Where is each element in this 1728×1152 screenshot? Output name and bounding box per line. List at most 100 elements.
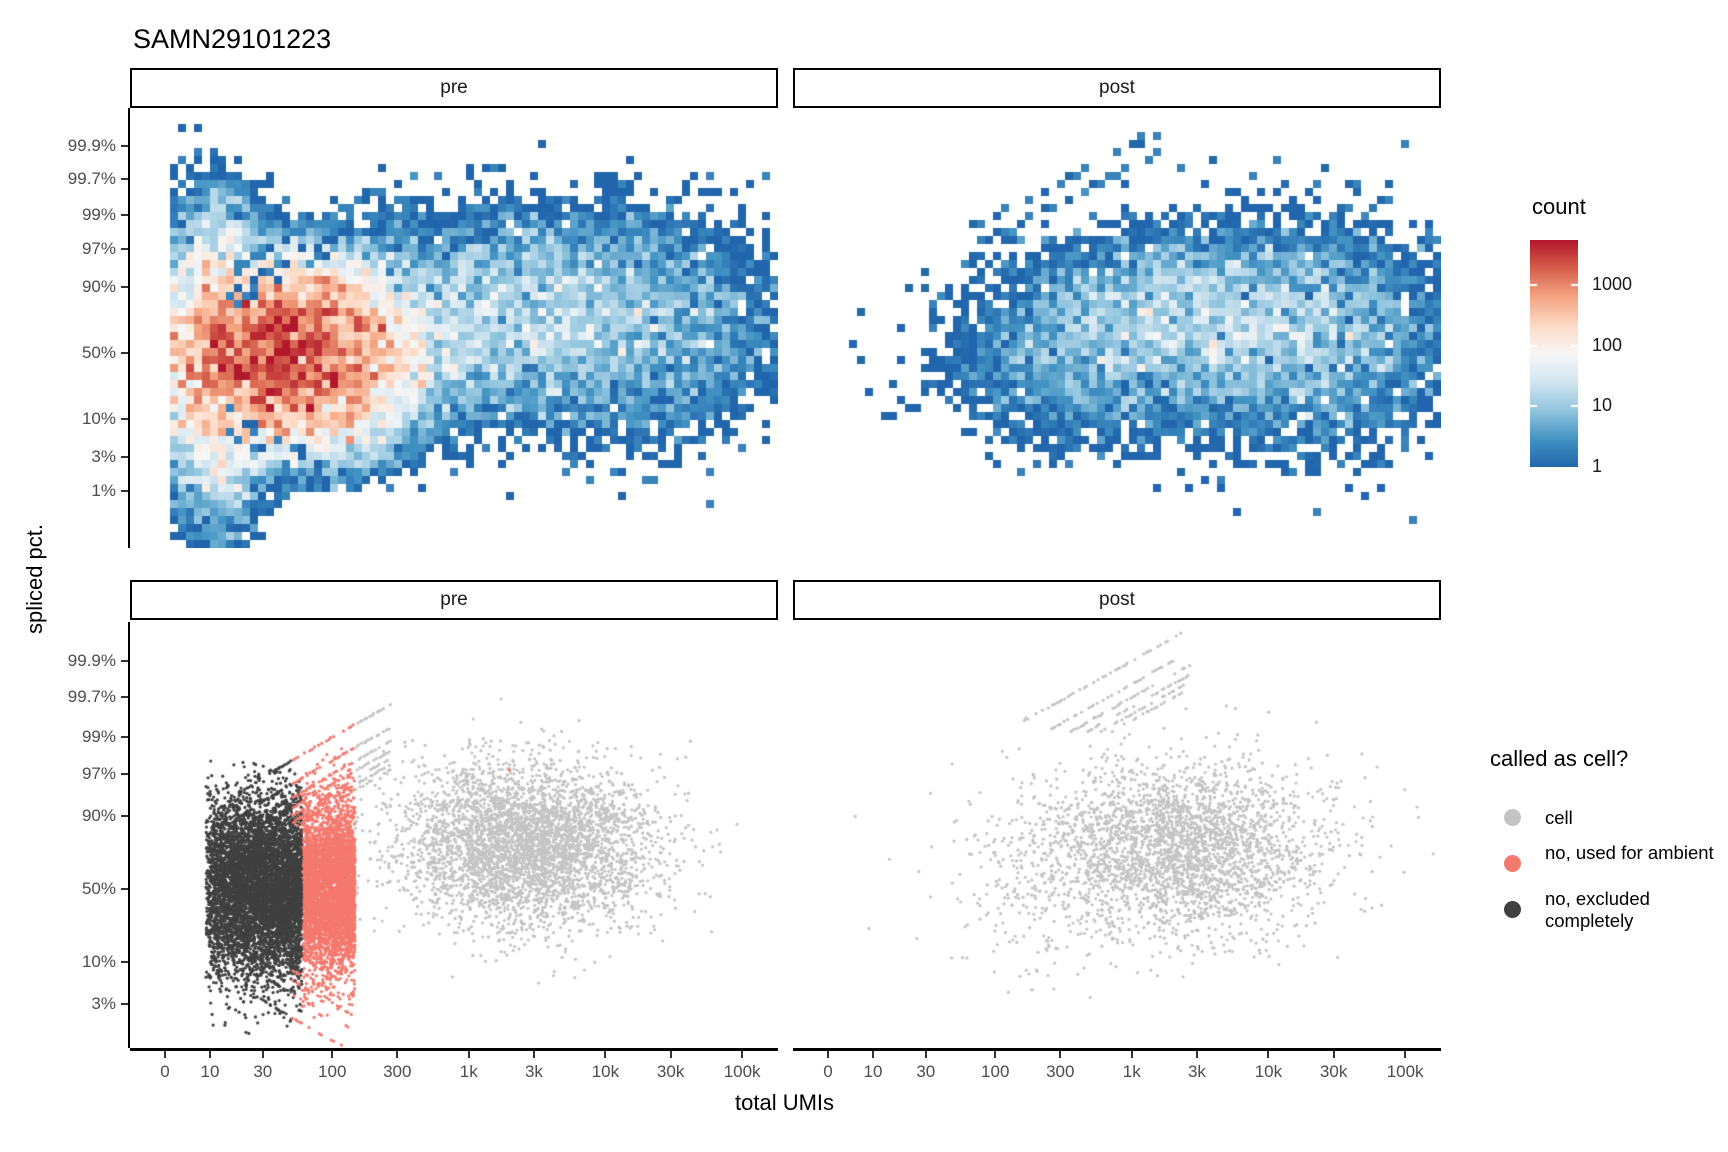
heatmap-panel-pre [130, 108, 778, 548]
y-tick-mark [120, 144, 128, 147]
x-tick-mark [164, 1050, 166, 1058]
scatter-panel-post [793, 622, 1441, 1048]
y-tick-mark [120, 456, 128, 459]
count-colorbar-tick-label: 1000 [1592, 273, 1633, 294]
y-tick-label: 3% [91, 993, 116, 1013]
legend-label-excluded: no, excluded completely [1545, 888, 1650, 931]
x-tick-label: 30k [1319, 1062, 1348, 1081]
y-tick-label: 90% [81, 806, 116, 826]
y-tick-mark [120, 660, 128, 663]
x-axis-line-right-panel [793, 1048, 1441, 1051]
y-tick-label: 3% [91, 447, 116, 467]
x-tick-mark [872, 1050, 875, 1058]
x-tick-mark [994, 1050, 997, 1058]
facet-strip-pre-top: pre [130, 68, 778, 108]
y-tick-mark [120, 352, 128, 354]
x-tick-label: 10 [863, 1062, 883, 1081]
y-tick-mark [120, 247, 128, 250]
y-tick-mark [120, 417, 128, 420]
y-tick-mark [120, 773, 128, 776]
x-tick-label: 0 [160, 1062, 170, 1081]
y-axis-line-bottom-row [127, 622, 130, 1048]
facet-strip-label: post [1099, 77, 1135, 98]
x-axis-title: total UMIs [735, 1090, 835, 1115]
x-tick-label: 1k [1122, 1062, 1141, 1081]
x-tick-label: 30 [253, 1062, 273, 1081]
x-tick-label: 1k [459, 1062, 478, 1081]
x-tick-mark [1195, 1050, 1198, 1058]
count-colorbar-tick-label: 1 [1592, 456, 1603, 476]
y-tick-label: 10% [81, 408, 116, 428]
y-tick-mark [120, 177, 128, 180]
count-colorbar [1530, 240, 1578, 467]
y-tick-label: 50% [81, 343, 116, 362]
x-tick-mark [532, 1050, 535, 1058]
y-tick-label: 99.9% [67, 651, 116, 671]
facet-strip-post-top: post [793, 68, 1441, 108]
x-tick-mark [331, 1050, 334, 1058]
y-tick-label: 97% [81, 764, 116, 784]
facet-strip-post-bottom: post [793, 580, 1441, 620]
y-tick-mark [120, 888, 128, 890]
y-tick-label: 99% [81, 205, 116, 225]
count-colorbar-tick-label: 100 [1592, 334, 1623, 355]
y-tick-label: 99.9% [67, 135, 116, 155]
x-tick-mark [1267, 1050, 1270, 1058]
y-axis-title: spliced pct. [22, 523, 47, 635]
facet-strip-label: pre [440, 589, 468, 610]
y-tick-label: 97% [81, 238, 116, 258]
y-tick-mark [120, 214, 128, 217]
heatmap-panel-post [793, 108, 1441, 548]
y-tick-label: 90% [81, 277, 116, 297]
y-tick-label: 50% [81, 879, 116, 898]
y-tick-mark [120, 960, 128, 963]
x-tick-mark [467, 1050, 470, 1058]
legend-label-ambient: no, used for ambient [1545, 842, 1714, 863]
y-tick-label: 10% [81, 951, 116, 971]
x-tick-mark [261, 1050, 264, 1058]
y-tick-mark [120, 736, 128, 739]
x-tick-mark [1332, 1050, 1335, 1058]
x-tick-label: 100k [1386, 1062, 1424, 1081]
y-axis-line-top-row [127, 108, 130, 548]
y-tick-label: 99% [81, 727, 116, 747]
x-tick-label: 10k [591, 1062, 620, 1081]
x-tick-label: 30k [656, 1062, 685, 1081]
x-axis-line-left-panel [130, 1048, 778, 1051]
x-tick-label: 100 [981, 1062, 1010, 1081]
x-tick-mark [209, 1050, 212, 1058]
x-tick-mark [669, 1050, 672, 1058]
x-tick-mark [396, 1050, 399, 1058]
x-tick-mark [1130, 1050, 1133, 1058]
facet-strip-label: pre [440, 77, 468, 98]
legend-label-cell: cell [1545, 807, 1573, 828]
legend-dot-cell [1504, 809, 1521, 826]
x-tick-label: 10 [200, 1062, 220, 1081]
y-tick-mark [120, 1002, 128, 1005]
x-tick-mark [924, 1050, 927, 1058]
facet-strip-label: post [1099, 589, 1135, 610]
y-tick-mark [120, 286, 128, 289]
x-tick-label: 30 [916, 1062, 936, 1081]
legend-dot-ambient [1504, 855, 1521, 872]
count-colorbar-tick-label: 10 [1592, 395, 1613, 416]
facet-strip-pre-bottom: pre [130, 580, 778, 620]
scatter-panel-pre [130, 622, 778, 1048]
y-tick-mark [120, 815, 128, 818]
x-tick-label: 3k [1187, 1062, 1206, 1081]
x-tick-mark [1059, 1050, 1062, 1058]
x-tick-label: 100 [318, 1062, 347, 1081]
y-tick-mark [120, 696, 128, 699]
count-legend-title: count [1532, 194, 1586, 219]
plot-title: SAMN29101223 [133, 24, 332, 54]
x-tick-label: 300 [1046, 1062, 1075, 1081]
cell-legend-title: called as cell? [1490, 746, 1629, 771]
x-tick-mark [827, 1050, 829, 1058]
y-tick-label: 99.7% [67, 168, 116, 188]
y-tick-label: 99.7% [67, 687, 116, 707]
x-tick-mark [1404, 1050, 1407, 1058]
x-tick-mark [604, 1050, 607, 1058]
y-tick-mark [120, 489, 128, 492]
x-tick-mark [741, 1050, 744, 1058]
